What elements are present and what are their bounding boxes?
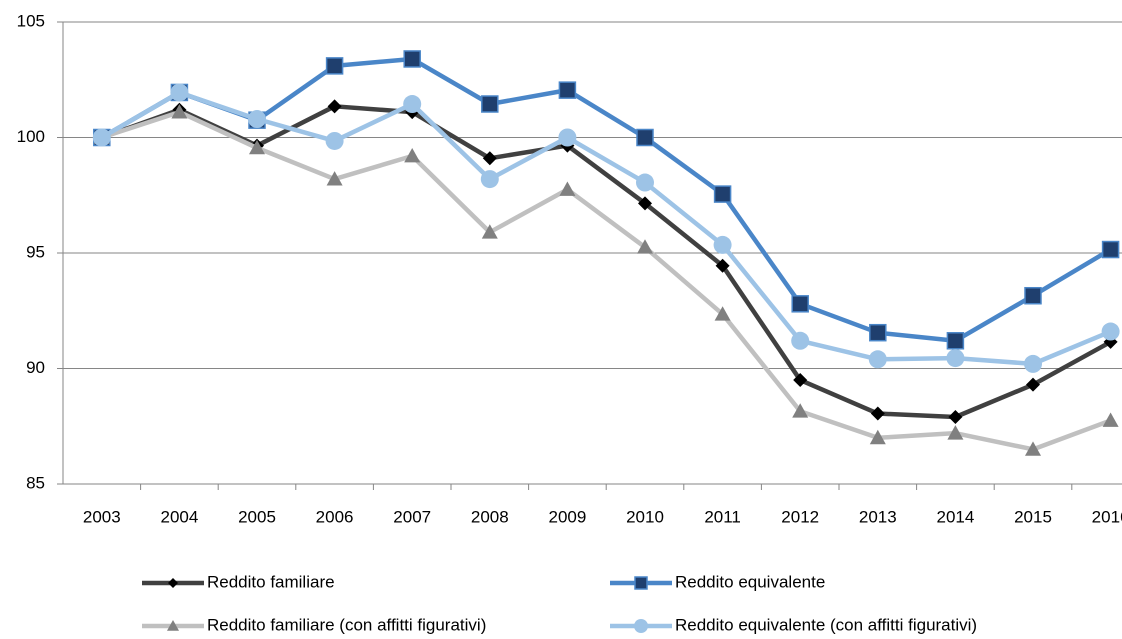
marker <box>92 128 111 147</box>
x-tick-label: 2016 <box>1092 507 1122 526</box>
marker <box>948 410 963 425</box>
y-tick-label: 85 <box>26 473 45 492</box>
marker <box>636 128 654 147</box>
y-tick-label: 95 <box>26 242 45 261</box>
marker <box>869 429 886 445</box>
marker <box>636 173 654 192</box>
x-tick-label: 2012 <box>781 507 819 526</box>
marker <box>249 139 265 155</box>
legend-label: Reddito familiare <box>207 572 335 591</box>
marker <box>637 239 653 254</box>
marker <box>870 406 885 421</box>
marker <box>404 147 421 163</box>
marker <box>791 331 810 350</box>
legend-label: Reddito equivalente (con affitti figurat… <box>675 615 977 634</box>
marker <box>715 258 730 273</box>
marker <box>171 104 188 119</box>
marker <box>634 576 648 590</box>
marker <box>248 110 266 129</box>
marker <box>638 196 652 211</box>
marker <box>793 373 808 388</box>
marker <box>714 306 731 321</box>
marker <box>868 350 887 369</box>
marker <box>559 181 576 196</box>
marker <box>327 99 342 114</box>
marker <box>792 403 809 418</box>
x-tick-label: 2004 <box>160 507 198 526</box>
x-tick-label: 2011 <box>704 507 741 526</box>
marker <box>1102 412 1119 427</box>
legend-label: Reddito familiare (con affitti figurativ… <box>207 615 486 634</box>
marker <box>1024 354 1042 373</box>
legend-label: Reddito equivalente <box>675 572 825 591</box>
marker <box>946 349 965 368</box>
marker <box>325 57 344 75</box>
x-tick-label: 2006 <box>316 507 354 526</box>
marker <box>1025 441 1041 456</box>
x-tick-label: 2015 <box>1014 507 1052 526</box>
y-tick-label: 90 <box>26 358 45 377</box>
marker <box>558 81 577 99</box>
series-line <box>101 104 1112 420</box>
marker <box>403 95 422 114</box>
marker <box>167 620 179 631</box>
y-tick-label: 105 <box>17 11 45 30</box>
x-tick-label: 2003 <box>83 507 121 526</box>
x-tick-label: 2014 <box>936 507 974 526</box>
x-tick-label: 2009 <box>548 507 586 526</box>
series-line <box>100 90 1112 367</box>
marker <box>1101 322 1120 341</box>
marker <box>168 578 178 588</box>
marker <box>713 185 732 203</box>
x-tick-label: 2008 <box>471 507 509 526</box>
marker <box>1026 377 1040 392</box>
marker <box>170 83 189 102</box>
marker <box>481 224 498 239</box>
marker <box>558 128 577 147</box>
marker <box>325 131 344 150</box>
x-tick-label: 2007 <box>393 507 431 526</box>
marker <box>482 151 497 166</box>
x-tick-label: 2013 <box>859 507 897 526</box>
marker <box>480 170 499 189</box>
marker <box>713 235 732 254</box>
marker <box>1101 240 1120 259</box>
marker <box>403 50 421 68</box>
marker <box>481 95 499 113</box>
marker <box>791 295 809 313</box>
marker <box>634 619 648 633</box>
y-tick-label: 100 <box>17 127 45 146</box>
x-tick-label: 2005 <box>238 507 276 526</box>
series-line <box>100 56 1112 344</box>
marker <box>947 425 964 440</box>
series-line <box>101 109 1112 452</box>
x-tick-label: 2010 <box>626 507 664 526</box>
marker <box>946 332 965 350</box>
marker <box>1024 286 1042 305</box>
marker <box>869 323 887 342</box>
marker <box>326 171 343 186</box>
